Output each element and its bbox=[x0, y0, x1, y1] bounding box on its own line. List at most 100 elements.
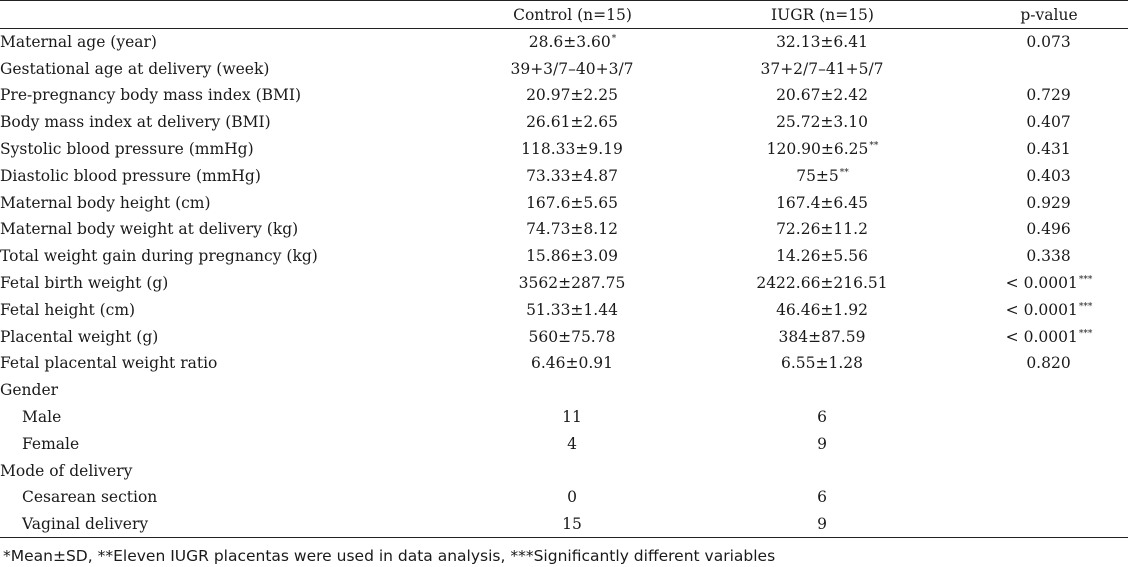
row-label: Placental weight (g) bbox=[0, 327, 159, 346]
table-row: Pre-pregnancy body mass index (BMI) 20.97… bbox=[0, 82, 1128, 109]
iugr-value: 37+2/7–41+5/7 bbox=[760, 59, 884, 78]
row-label: Cesarean section bbox=[22, 488, 158, 507]
p-value-cell: 0.929 bbox=[970, 189, 1128, 216]
header-p-value-label: p-value bbox=[1020, 5, 1078, 24]
control-value: 0 bbox=[567, 488, 577, 507]
control-cell: 4 bbox=[470, 430, 675, 457]
header-iugr: IUGR (n=15) bbox=[675, 0, 970, 29]
table-row: Female 4 9 bbox=[0, 430, 1128, 457]
iugr-cell: 72.26±11.2 bbox=[675, 216, 970, 243]
control-footnote-mark: * bbox=[611, 34, 617, 45]
p-value-footnote-mark: *** bbox=[1078, 301, 1093, 312]
control-cell bbox=[470, 377, 675, 404]
header-p-value: p-value bbox=[970, 0, 1128, 29]
iugr-footnote-mark: ** bbox=[869, 141, 879, 152]
header-iugr-label: IUGR (n=15) bbox=[771, 5, 874, 24]
iugr-value: 14.26±5.56 bbox=[776, 247, 868, 266]
table-body: Maternal age (year) 28.6±3.60* 32.13±6.41 0… bbox=[0, 29, 1128, 539]
control-value: 51.33±1.44 bbox=[526, 300, 618, 319]
header-control-label: Control (n=15) bbox=[513, 5, 632, 24]
table-row: Fetal placental weight ratio 6.46±0.91 6.5… bbox=[0, 350, 1128, 377]
p-value-value: < 0.0001 bbox=[1005, 300, 1078, 319]
row-label: Maternal body height (cm) bbox=[0, 193, 211, 212]
p-value-value: 0.929 bbox=[1026, 193, 1071, 212]
control-value: 39+3/7–40+3/7 bbox=[510, 59, 634, 78]
table-row: Placental weight (g) 560±75.78 384±87.59 < … bbox=[0, 323, 1128, 350]
iugr-value: 75±5 bbox=[796, 166, 839, 185]
control-value: 20.97±2.25 bbox=[526, 86, 618, 105]
p-value-cell bbox=[970, 484, 1128, 511]
table-footnote: *Mean±SD, **Eleven IUGR placentas were u… bbox=[3, 547, 776, 565]
iugr-cell bbox=[675, 457, 970, 484]
p-value-cell bbox=[970, 55, 1128, 82]
iugr-value: 120.90±6.25 bbox=[766, 140, 869, 159]
clinical-characteristics-table-wrapper: Control (n=15) IUGR (n=15) p-value Mater… bbox=[0, 0, 1128, 539]
iugr-cell bbox=[675, 377, 970, 404]
p-value-cell: < 0.0001*** bbox=[970, 296, 1128, 323]
table-row: Cesarean section 0 6 bbox=[0, 484, 1128, 511]
row-label: Maternal body weight at delivery (kg) bbox=[0, 220, 299, 239]
row-label: Diastolic blood pressure (mmHg) bbox=[0, 166, 261, 185]
iugr-value: 167.4±6.45 bbox=[776, 193, 868, 212]
control-cell: 118.33±9.19 bbox=[470, 136, 675, 163]
p-value-cell: 0.403 bbox=[970, 162, 1128, 189]
iugr-value: 6 bbox=[817, 488, 827, 507]
iugr-footnote-mark: ** bbox=[839, 167, 849, 178]
p-value-value: 0.820 bbox=[1026, 354, 1071, 373]
p-value-footnote-mark: *** bbox=[1078, 275, 1093, 286]
control-value: 4 bbox=[567, 434, 577, 453]
iugr-value: 72.26±11.2 bbox=[776, 220, 868, 239]
row-label: Female bbox=[22, 434, 80, 453]
control-cell: 28.6±3.60* bbox=[470, 29, 675, 56]
table-row: Total weight gain during pregnancy (kg) 1… bbox=[0, 243, 1128, 270]
iugr-value: 20.67±2.42 bbox=[776, 86, 868, 105]
p-value-value: 0.407 bbox=[1026, 113, 1071, 132]
p-value-cell: 0.820 bbox=[970, 350, 1128, 377]
p-value-value: 0.496 bbox=[1026, 220, 1071, 239]
row-label: Gestational age at delivery (week) bbox=[0, 59, 270, 78]
control-value: 3562±287.75 bbox=[518, 274, 626, 293]
table-row: Gender bbox=[0, 377, 1128, 404]
control-value: 6.46±0.91 bbox=[530, 354, 613, 373]
p-value-value: 0.338 bbox=[1026, 247, 1071, 266]
control-cell: 11 bbox=[470, 404, 675, 431]
table-row: Mode of delivery bbox=[0, 457, 1128, 484]
control-value: 28.6±3.60 bbox=[528, 33, 611, 52]
p-value-cell: 0.431 bbox=[970, 136, 1128, 163]
table-row: Body mass index at delivery (BMI) 26.61±2… bbox=[0, 109, 1128, 136]
p-value-cell bbox=[970, 377, 1128, 404]
iugr-cell: 6 bbox=[675, 404, 970, 431]
row-label: Systolic blood pressure (mmHg) bbox=[0, 140, 254, 159]
p-value-value: 0.729 bbox=[1026, 86, 1071, 105]
iugr-value: 384±87.59 bbox=[778, 327, 866, 346]
row-label: Fetal birth weight (g) bbox=[0, 274, 169, 293]
control-cell: 15.86±3.09 bbox=[470, 243, 675, 270]
row-label: Male bbox=[22, 408, 62, 427]
iugr-cell: 167.4±6.45 bbox=[675, 189, 970, 216]
row-label: Vaginal delivery bbox=[0, 510, 470, 539]
control-value: 15 bbox=[562, 514, 582, 533]
iugr-value: 25.72±3.10 bbox=[776, 113, 868, 132]
p-value-cell: 0.729 bbox=[970, 82, 1128, 109]
row-label: Maternal age (year) bbox=[0, 33, 157, 52]
row-label: Pre-pregnancy body mass index (BMI) bbox=[0, 86, 302, 105]
control-cell: 0 bbox=[470, 484, 675, 511]
header-variable bbox=[0, 0, 470, 29]
row-label: Body mass index at delivery (BMI) bbox=[0, 113, 271, 132]
control-cell: 20.97±2.25 bbox=[470, 82, 675, 109]
control-cell: 51.33±1.44 bbox=[470, 296, 675, 323]
iugr-value: 9 bbox=[817, 514, 827, 533]
iugr-cell: 384±87.59 bbox=[675, 323, 970, 350]
table-row: Maternal age (year) 28.6±3.60* 32.13±6.41 0… bbox=[0, 29, 1128, 56]
table-row: Fetal birth weight (g) 3562±287.75 2422.66… bbox=[0, 270, 1128, 297]
iugr-cell: 9 bbox=[675, 430, 970, 457]
iugr-cell: 6.55±1.28 bbox=[675, 350, 970, 377]
p-value-footnote-mark: *** bbox=[1078, 328, 1093, 339]
iugr-value: 46.46±1.92 bbox=[776, 300, 868, 319]
p-value-value: < 0.0001 bbox=[1005, 274, 1078, 293]
iugr-cell: 14.26±5.56 bbox=[675, 243, 970, 270]
iugr-value: 6.55±1.28 bbox=[780, 354, 863, 373]
control-value: 15.86±3.09 bbox=[526, 247, 618, 266]
control-cell: 167.6±5.65 bbox=[470, 189, 675, 216]
clinical-characteristics-table: Control (n=15) IUGR (n=15) p-value Mater… bbox=[0, 0, 1128, 539]
